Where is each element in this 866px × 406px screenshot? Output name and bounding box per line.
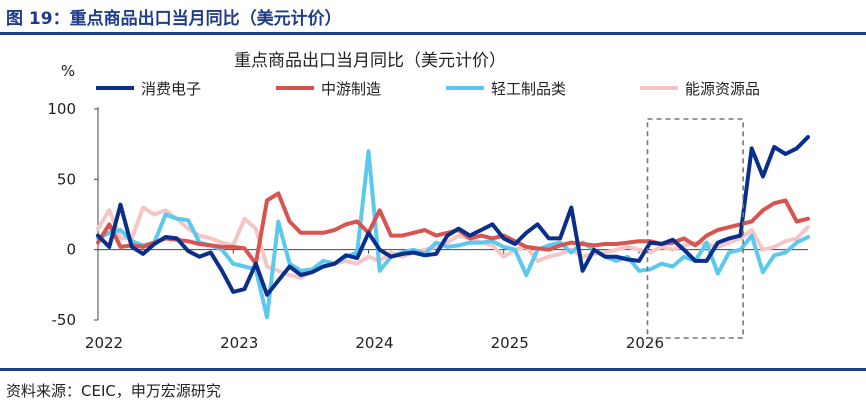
source-note: 资料来源：CEIC，申万宏源研究 — [6, 382, 221, 400]
y-tick-label: -50 — [52, 311, 77, 329]
x-axis: 2022 2023 2024 2025 2026 — [85, 249, 808, 352]
y-axis-unit-label: % — [61, 62, 75, 80]
figure-title: 图 19：重点商品出口当月同比（美元计价） — [6, 9, 342, 29]
x-tick-label: 2022 — [85, 334, 123, 352]
bottom-divider — [0, 368, 866, 371]
y-tick-label: 50 — [57, 170, 76, 188]
legend-label: 中游制造 — [321, 80, 381, 98]
x-tick-label: 2026 — [626, 334, 664, 352]
x-tick-label: 2025 — [491, 334, 529, 352]
legend-label: 轻工制品类 — [491, 80, 566, 98]
x-tick-label: 2023 — [220, 334, 258, 352]
legend: 消费电子 中游制造 轻工制品类 能源资源品 — [96, 80, 760, 98]
y-axis: -50 0 50 100 — [47, 100, 99, 329]
chart-title: 重点商品出口当月同比（美元计价） — [234, 51, 506, 71]
legend-label: 能源资源品 — [685, 80, 760, 98]
x-tick-label: 2024 — [355, 334, 393, 352]
top-divider — [0, 32, 866, 35]
y-tick-label: 100 — [47, 100, 76, 118]
highlight-box — [646, 118, 744, 339]
plot-area — [96, 118, 810, 339]
line-chart: 重点商品出口当月同比（美元计价） % 消费电子 中游制造 轻工制品类 能源资源品 -5… — [47, 51, 810, 352]
series-line — [96, 135, 810, 297]
legend-label: 消费电子 — [141, 80, 201, 98]
y-tick-label: 0 — [66, 241, 76, 259]
